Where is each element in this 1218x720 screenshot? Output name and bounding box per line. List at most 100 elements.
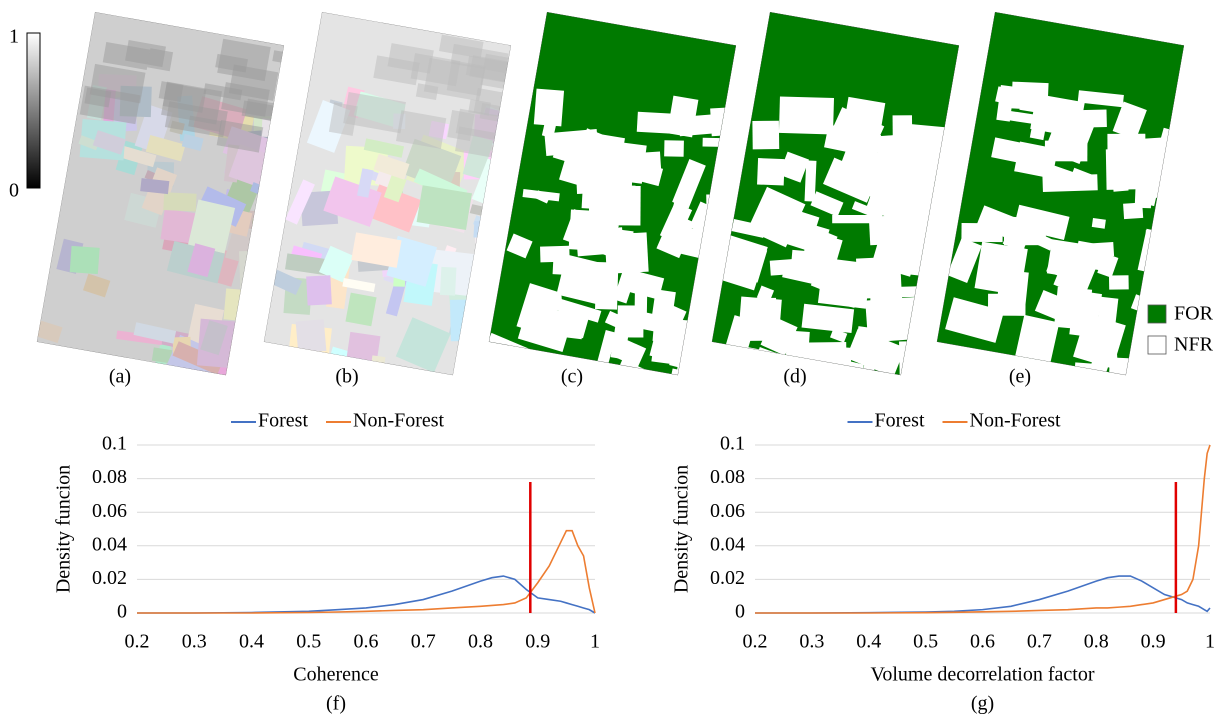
- colorbar-max: 1: [9, 26, 19, 48]
- map-patch: [306, 275, 332, 306]
- y-axis-label: Density funcion: [671, 465, 693, 593]
- y-tick-label: 0.08: [710, 466, 745, 488]
- map-patch: [147, 48, 174, 72]
- map-patch: [595, 329, 617, 370]
- map-patch: [473, 88, 504, 118]
- legend-swatch: [1147, 335, 1167, 355]
- colorbar: [26, 32, 41, 189]
- y-tick-label: 0.06: [92, 500, 127, 522]
- map-patch: [757, 158, 785, 186]
- map-patch: [228, 64, 279, 101]
- map-patch: [351, 232, 402, 268]
- x-axis-label: Volume decorrelation factor: [871, 664, 1095, 686]
- map-patch: [702, 137, 728, 148]
- map-patch: [450, 299, 491, 342]
- map-patch: [200, 320, 228, 356]
- map-patch: [995, 86, 1024, 107]
- map-patch: [92, 130, 127, 155]
- map-patch: [223, 288, 266, 323]
- panel-caption: (a): [109, 366, 131, 388]
- chart-caption: (f): [326, 693, 346, 715]
- map-patch: [216, 119, 264, 153]
- legend-label: FOR: [1174, 303, 1214, 325]
- x-tick-label: 0.9: [525, 631, 550, 653]
- map-image: [488, 12, 737, 376]
- legend-label: NFR: [1174, 334, 1214, 356]
- x-tick-label: 0.7: [411, 631, 436, 653]
- legend-swatch: [1147, 304, 1167, 324]
- y-axis-label: Density funcion: [53, 465, 75, 593]
- y-tick-label: 0.04: [92, 533, 127, 555]
- map-patch: [187, 199, 236, 254]
- map-image: [711, 12, 960, 376]
- y-tick-label: 0.02: [92, 567, 127, 589]
- map-patch: [604, 232, 649, 274]
- map-patch: [1008, 245, 1025, 286]
- map-patch: [588, 185, 641, 226]
- map-patch: [760, 201, 820, 252]
- map-patch: [270, 269, 303, 296]
- legend-label: Forest: [258, 410, 308, 432]
- map-patch: [1012, 222, 1055, 251]
- x-tick-label: 0.6: [970, 631, 995, 653]
- map-patch: [556, 254, 620, 308]
- map-patch: [760, 316, 798, 356]
- x-tick-label: 0.4: [856, 631, 881, 653]
- map-patch: [345, 292, 377, 327]
- map-border: [263, 12, 512, 376]
- x-tick-label: 0.5: [296, 631, 321, 653]
- data-line: [137, 529, 596, 614]
- map-patch: [541, 105, 560, 138]
- map-patch: [395, 317, 451, 373]
- map-patch: [455, 108, 508, 142]
- map-patch: [416, 185, 473, 231]
- map-patch: [830, 328, 848, 343]
- map-patch: [664, 140, 684, 157]
- x-tick-label: 0.5: [913, 631, 938, 653]
- map-patch: [991, 137, 1021, 163]
- x-tick-label: 0.2: [125, 631, 150, 653]
- chart-caption: (g): [971, 693, 994, 715]
- x-tick-label: 0.8: [468, 631, 493, 653]
- map-patch: [396, 110, 447, 149]
- map-patch: [357, 168, 374, 198]
- map-patch: [145, 135, 186, 162]
- map-patch: [261, 118, 276, 138]
- x-tick-label: 0.8: [1084, 631, 1109, 653]
- y-tick-label: 0: [735, 601, 745, 623]
- map-patch: [133, 322, 177, 344]
- map-patch: [616, 338, 647, 368]
- panel-caption: (b): [335, 366, 358, 388]
- map-patch: [164, 101, 228, 138]
- map-patch: [1030, 93, 1085, 138]
- map-patch: [342, 277, 376, 293]
- map-patch: [987, 293, 1026, 316]
- map-patch: [672, 373, 697, 376]
- map-patch: [899, 340, 950, 376]
- map-patch: [982, 248, 1001, 285]
- map-patch: [1077, 90, 1124, 108]
- map-patch: [622, 268, 665, 300]
- map-patch: [1073, 313, 1126, 369]
- map-patch: [102, 41, 151, 70]
- map-patch: [158, 81, 184, 102]
- map-patch: [474, 231, 500, 262]
- map-patch: [807, 345, 852, 376]
- map-patch: [1073, 362, 1094, 376]
- map-patch: [1014, 314, 1060, 368]
- map-patch: [804, 233, 831, 257]
- x-tick-label: 0.9: [1141, 631, 1166, 653]
- map-patch: [573, 128, 632, 181]
- map-patch: [1068, 167, 1094, 189]
- legend-label: Non-Forest: [970, 410, 1062, 432]
- map-patch: [1108, 275, 1129, 290]
- map-patch: [363, 138, 405, 158]
- map-patch: [163, 192, 197, 212]
- y-tick-label: 0: [117, 601, 127, 623]
- map-patch: [140, 178, 170, 195]
- map-patch: [187, 243, 216, 278]
- map-patch: [116, 330, 163, 346]
- y-tick-label: 0.1: [720, 433, 745, 455]
- data-line: [755, 444, 1211, 614]
